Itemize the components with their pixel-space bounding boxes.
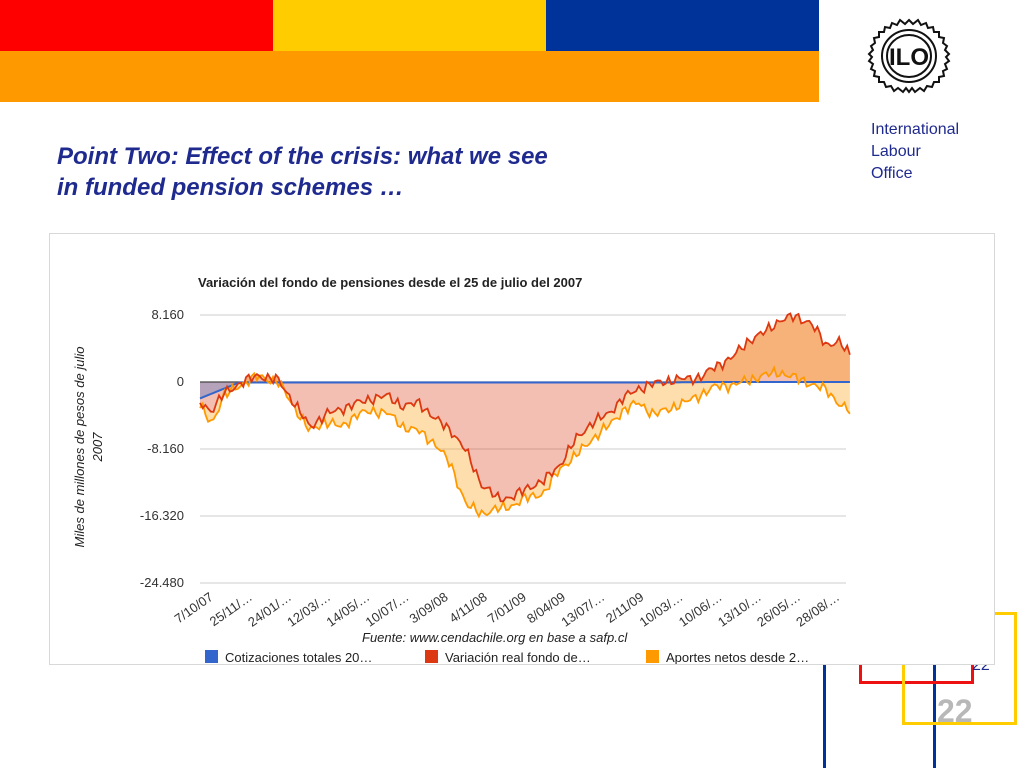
page-number: 22 [937,693,973,729]
slide-title-line1: Point Two: Effect of the crisis: what we… [57,143,548,170]
y-tick-label: 0 [177,374,184,389]
x-tick-label: 3/09/08 [406,589,450,626]
x-tick-label: 25/11/… [207,589,255,629]
x-tick-label: 10/07/… [363,589,412,629]
y-axis-label-line2: 2007 [90,432,105,463]
pension-fund-chart: 8.1600-8.160-16.320-24.4807/10/0725/11/…… [72,275,851,664]
area-aportes-netos [200,313,850,517]
x-tick-label: 28/08/… [793,589,842,629]
legend-swatch [205,650,218,663]
y-axis-label-line1: Miles de millones de pesos de julio [72,347,87,548]
header-band-red [0,0,273,51]
x-tick-label: 13/07/… [558,589,607,629]
org-name-line1: International [871,121,960,138]
x-tick-label: 14/05/… [323,589,372,629]
header-band-blue [546,0,819,51]
area-variacion-real [200,313,850,502]
x-tick-label: 24/01/… [245,589,294,629]
legend-item-variacion-real[interactable]: Variación real fondo de… [445,650,591,664]
y-tick-label: -8.160 [147,441,184,456]
y-tick-label: -16.320 [140,508,184,523]
org-name-line3: Office [871,165,913,182]
chart-source: Fuente: www.cendachile.org en base a saf… [362,630,628,645]
legend-swatch [646,650,659,663]
x-tick-label: 10/06/… [676,589,725,629]
logo-text: ILO [889,44,929,71]
legend-item-cotizaciones[interactable]: Cotizaciones totales 20… [225,650,372,664]
org-name-line2: Labour [871,143,921,160]
slide-title-line2: in funded pension schemes … [57,174,404,201]
line-variacion-real [199,312,851,503]
x-tick-label: 10/03/… [637,589,686,629]
legend-swatch [425,650,438,663]
x-tick-label: 4/11/08 [446,589,489,626]
y-tick-label: -24.480 [140,575,184,590]
legend-item-aportes-netos[interactable]: Aportes netos desde 2… [666,650,809,664]
line-aportes-netos [199,365,851,519]
x-tick-label: 7/01/09 [485,589,529,626]
ilo-logo: ILO [867,18,951,94]
header-band-orange [0,51,819,102]
x-tick-label: 12/03/… [284,589,333,629]
x-tick-label: 13/10/… [715,589,764,629]
x-tick-label: 26/05/… [754,589,803,629]
header-band-yellow [273,0,546,51]
chart-title: Variación del fondo de pensiones desde e… [198,275,582,290]
chart-panel: 8.160 0 -8.160 -16.320 -24.480 7/10/07 25/11/…… [49,233,995,665]
y-tick-label: 8.160 [151,307,184,322]
